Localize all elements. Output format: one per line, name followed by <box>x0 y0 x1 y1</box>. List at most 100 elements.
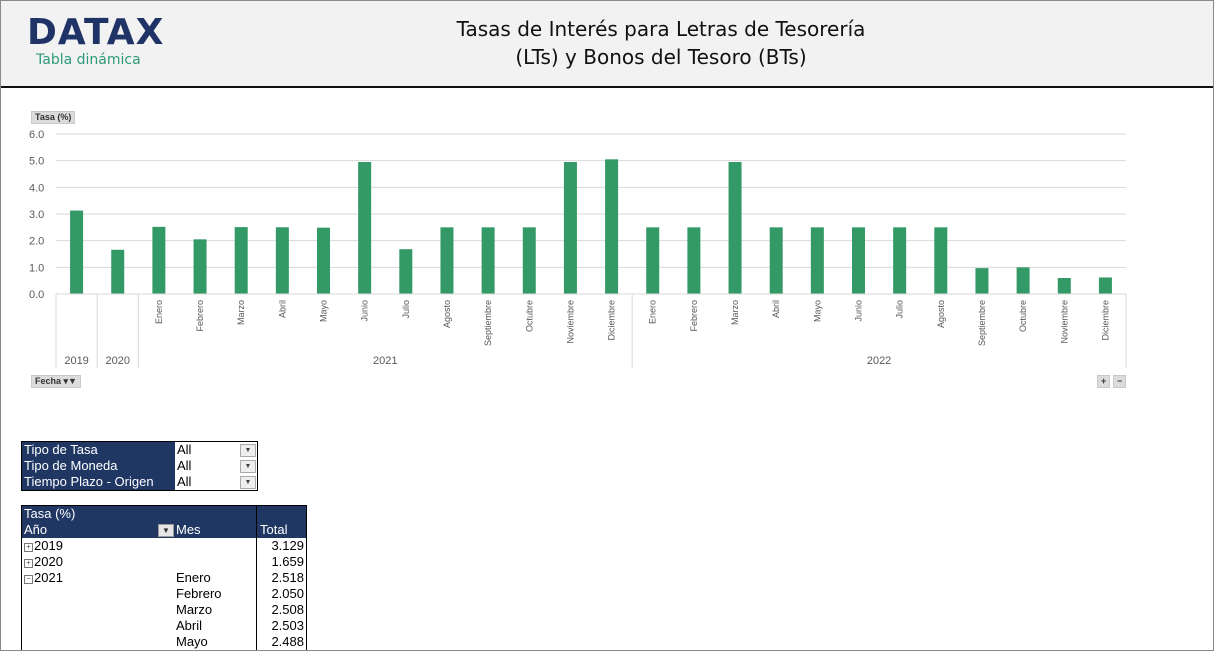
y-tick-label: 3.0 <box>29 209 44 221</box>
bar <box>399 249 413 294</box>
total-cell: 2.508 <box>271 602 304 617</box>
total-cell: 3.129 <box>271 538 304 553</box>
filter-value[interactable]: All ▼ <box>175 442 257 458</box>
x-tick-label: Noviembre <box>1059 300 1069 344</box>
x-tick-label: Junio <box>360 300 370 322</box>
filter-value-text: All <box>177 474 192 489</box>
bar <box>152 226 166 294</box>
x-tick-label: Diciembre <box>607 300 617 341</box>
row-header: Año <box>24 522 48 537</box>
year-label: 2019 <box>34 538 63 553</box>
y-tick-label: 2.0 <box>29 236 44 248</box>
bar <box>1098 277 1112 294</box>
filter-label: Tipo de Tasa <box>22 442 175 458</box>
y-tick-label: 1.0 <box>29 262 44 274</box>
filter-tipo-tasa: Tipo de Tasa All ▼ <box>22 442 257 458</box>
total-cell: 2.503 <box>271 618 304 633</box>
table-row: −2021 Enero 2.518 <box>22 570 306 586</box>
x-tick-label: Agosto <box>442 300 452 328</box>
x-tick-label: Julio <box>895 300 905 319</box>
month-cell: Abril <box>176 618 203 633</box>
axis-field-label: Fecha <box>35 376 62 386</box>
bar <box>70 210 84 294</box>
bar <box>111 249 125 294</box>
table-row: Marzo 2.508 <box>22 602 306 618</box>
pivot-header-row: Tasa (%) <box>22 506 306 522</box>
bar <box>440 227 454 294</box>
title-line-2: (LTs) y Bonos del Tesoro (BTs) <box>515 45 807 69</box>
x-tick-label: Enero <box>154 300 164 324</box>
filter-label: Tipo de Moneda <box>22 458 175 474</box>
expand-toggle-icon[interactable]: + <box>24 543 33 552</box>
year-label: 2019 <box>64 355 88 367</box>
dropdown-arrow-icon[interactable]: ▼ <box>240 476 256 489</box>
bar <box>563 162 577 294</box>
collapse-field-button[interactable]: − <box>1113 375 1127 388</box>
filter-dropdown-icon[interactable]: ▼ <box>158 524 174 537</box>
month-cell: Marzo <box>176 602 213 617</box>
bar <box>852 227 865 294</box>
x-tick-label: Junio <box>854 300 864 322</box>
dropdown-arrow-icon[interactable]: ▼ <box>240 460 256 473</box>
bar <box>275 227 289 294</box>
table-row: Mayo 2.488 <box>22 634 306 650</box>
bar <box>810 227 824 294</box>
x-tick-label: Enero <box>648 300 658 324</box>
filter-value[interactable]: All ▼ <box>175 474 257 490</box>
x-tick-label: Diciembre <box>1100 300 1110 341</box>
total-cell: 2.488 <box>271 634 304 649</box>
x-tick-label: Febrero <box>689 300 699 332</box>
x-tick-label: Octubre <box>524 300 534 332</box>
dropdown-arrow-icon[interactable]: ▼ <box>240 444 256 457</box>
year-label: 2022 <box>867 355 891 367</box>
total-cell: 2.050 <box>271 586 304 601</box>
axis-field-button[interactable]: Fecha ▾▼ <box>31 375 81 388</box>
x-tick-label: Septiembre <box>483 300 493 346</box>
y-tick-label: 0.0 <box>29 289 44 301</box>
x-tick-label: Abril <box>277 300 287 318</box>
bar <box>934 227 948 294</box>
bar <box>1057 278 1071 294</box>
x-tick-label: Abril <box>771 300 781 318</box>
page-title: Tasas de Interés para Letras de Tesorerí… <box>331 15 991 71</box>
filter-value[interactable]: All ▼ <box>175 458 257 474</box>
report-filters: Tipo de Tasa All ▼ Tipo de Moneda All ▼ Ti… <box>21 441 258 491</box>
col-header: Mes <box>176 522 201 537</box>
datax-logo: DATAX <box>27 12 165 53</box>
table-row: +2019 3.129 <box>22 538 306 554</box>
filter-value-text: All <box>177 442 192 457</box>
filter-icon: ▾▼ <box>63 376 77 386</box>
expand-field-button[interactable]: + <box>1097 375 1111 388</box>
x-tick-label: Mayo <box>812 300 822 322</box>
x-tick-label: Mayo <box>319 300 329 322</box>
y-tick-label: 6.0 <box>29 129 44 141</box>
bar <box>605 159 619 294</box>
filter-label: Tiempo Plazo - Origen <box>22 474 175 490</box>
pivot-table: Tasa (%) Año ▼ Mes Total +2019 3.129 +2020… <box>21 505 307 650</box>
expand-toggle-icon[interactable]: + <box>24 559 33 568</box>
bar <box>646 227 660 294</box>
year-label: 2021 <box>373 355 397 367</box>
table-row: Febrero 2.050 <box>22 586 306 602</box>
bar <box>687 227 701 294</box>
month-cell: Mayo <box>176 634 208 649</box>
total-cell: 2.518 <box>271 570 304 585</box>
bar <box>522 227 536 294</box>
filter-value-text: All <box>177 458 192 473</box>
bar <box>193 239 207 294</box>
value-field-button[interactable]: Tasa (%) <box>31 111 76 124</box>
logo-subtitle: Tabla dinámica <box>36 52 141 68</box>
x-tick-label: Julio <box>401 300 411 319</box>
year-label: 2021 <box>34 570 63 585</box>
filter-tipo-moneda: Tipo de Moneda All ▼ <box>22 458 257 474</box>
header: DATAX Tabla dinámica Tasas de Interés pa… <box>1 1 1213 88</box>
month-cell: Febrero <box>176 586 222 601</box>
pivot-header-row: Año ▼ Mes Total <box>22 522 306 538</box>
expand-toggle-icon[interactable]: − <box>24 575 33 584</box>
bar <box>234 227 248 294</box>
x-tick-label: Octubre <box>1018 300 1028 332</box>
year-label: 2020 <box>34 554 63 569</box>
bar-chart: 0.0 1.0 2.0 3.0 4.0 5.0 6.0 2019 2020 Enero Febrer… <box>29 129 1127 368</box>
bar <box>728 162 742 294</box>
